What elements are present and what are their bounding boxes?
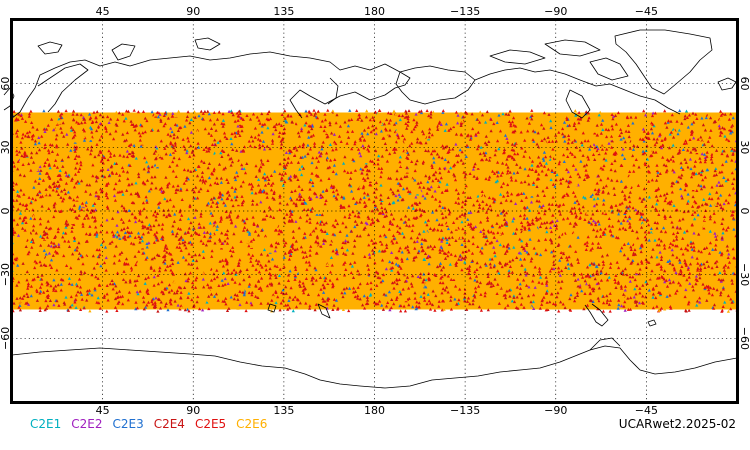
- bottom-lon-label: −135: [450, 404, 480, 417]
- scandinavia-coast: [37, 63, 89, 113]
- arctic-archipelago-1: [489, 49, 546, 65]
- uk-coast: [3, 87, 15, 111]
- bottom-lon-label: 45: [96, 404, 110, 417]
- top-lon-label: −135: [450, 5, 480, 18]
- antarctic-peninsula: [589, 337, 621, 351]
- points-c2e6: [10, 109, 739, 313]
- baffin-island: [589, 57, 629, 81]
- arctic-archipelago-2: [544, 39, 601, 57]
- left-lat-label: 30: [0, 140, 12, 154]
- bottom-lon-label: −90: [544, 404, 567, 417]
- observation-points: [10, 108, 739, 313]
- legend-entry-c2e3: C2E3: [112, 417, 144, 431]
- bottom-lon-label: −45: [635, 404, 658, 417]
- canada-north-coast: [474, 67, 681, 115]
- right-lat-label: −60: [738, 327, 750, 350]
- legend-entry-c2e6: C2E6: [236, 417, 268, 431]
- right-latitude-labels: 60 30 0 −30 −60: [738, 77, 750, 350]
- left-latitude-labels: 60 30 0 −30 −60: [0, 77, 12, 350]
- top-lon-label: 180: [364, 5, 385, 18]
- antarctica-coast: [11, 345, 738, 389]
- kamchatka-coast: [327, 77, 339, 105]
- novaya-zemlya-coast: [111, 43, 136, 61]
- coastlines: [3, 29, 738, 389]
- top-lon-label: 135: [273, 5, 294, 18]
- legend-entry-c2e5: C2E5: [194, 417, 227, 431]
- legend-entry-c2e2: C2E2: [71, 417, 103, 431]
- left-lat-label: −60: [0, 327, 12, 350]
- right-lat-label: −30: [738, 263, 750, 286]
- bottom-lon-label: 180: [364, 404, 385, 417]
- left-lat-label: 60: [0, 77, 12, 91]
- bottom-longitude-labels: 45 90 135 180 −135 −90 −45: [96, 404, 658, 417]
- svalbard-coast: [37, 41, 63, 55]
- top-lon-label: −45: [635, 5, 658, 18]
- legend: C2E1 C2E2 C2E3 C2E4 C2E5 C2E6: [30, 417, 277, 431]
- top-lon-label: 45: [96, 5, 110, 18]
- left-lat-label: 0: [0, 208, 12, 215]
- top-lon-label: 90: [186, 5, 200, 18]
- map-frame: [10, 18, 739, 404]
- tasmania-coast: [267, 303, 277, 313]
- new-zealand-coast: [317, 303, 331, 319]
- alaska-coast: [395, 65, 476, 105]
- top-longitude-labels: 45 90 135 180 −135 −90 −45: [96, 5, 658, 18]
- dataset-label: UCARwet2.2025-02: [618, 417, 736, 431]
- right-lat-label: 60: [738, 77, 750, 91]
- greenland-coast: [614, 29, 713, 95]
- hudson-bay-coast: [565, 89, 591, 119]
- right-lat-label: 0: [738, 208, 750, 215]
- severnaya-zemlya-coast: [194, 37, 221, 51]
- legend-entry-c2e4: C2E4: [153, 417, 185, 431]
- legend-entry-c2e1: C2E1: [30, 417, 62, 431]
- bottom-lon-label: 135: [273, 404, 294, 417]
- iceland-coast: [717, 77, 737, 91]
- left-lat-label: −30: [0, 263, 12, 286]
- top-lon-label: −90: [544, 5, 567, 18]
- bottom-lon-label: 90: [186, 404, 200, 417]
- tierra-del-fuego-coast: [584, 303, 609, 327]
- south-georgia-coast: [647, 319, 657, 327]
- eurasia-north-coast: [11, 51, 411, 119]
- points-c2e4: [10, 109, 738, 313]
- graticule: [12, 20, 737, 402]
- right-lat-label: 30: [738, 140, 750, 154]
